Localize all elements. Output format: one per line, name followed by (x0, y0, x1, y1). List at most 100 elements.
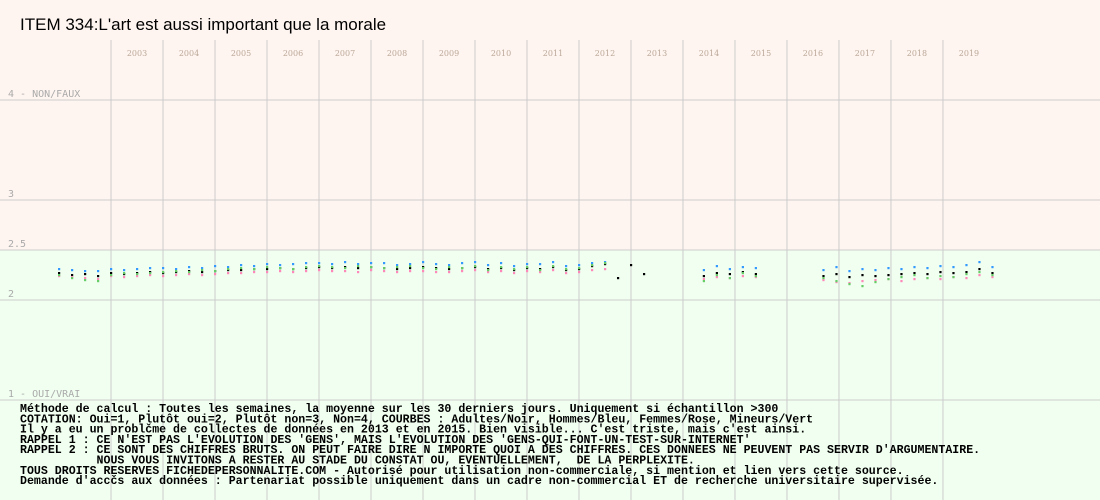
note-line: NOUS VOUS INVITONS A RESTER AU STADE DU … (20, 455, 695, 468)
point (525, 266, 529, 269)
x-tick-label: 2005 (231, 49, 251, 58)
point (357, 267, 360, 270)
point (136, 275, 139, 278)
point (460, 267, 464, 270)
point (97, 275, 100, 278)
x-tick-label: 2014 (699, 49, 719, 58)
notes: Méthode de calcul : Toutes les semaines,… (20, 403, 980, 488)
x-tick-label: 2011 (543, 49, 563, 58)
point (702, 278, 705, 281)
point (564, 272, 568, 275)
x-tick-label: 2007 (335, 49, 355, 58)
point (434, 271, 438, 274)
note-line: RAPPEL 2 : CE SONT DES CHIFFRES BRUTS. O… (20, 444, 980, 457)
point (978, 271, 981, 274)
point (395, 266, 399, 269)
point (331, 263, 334, 266)
point (188, 266, 191, 269)
point (486, 264, 490, 267)
point (84, 270, 87, 273)
point (926, 277, 929, 280)
point (900, 268, 903, 271)
point (926, 267, 929, 270)
point (175, 268, 178, 271)
point (305, 262, 308, 265)
point (331, 270, 334, 273)
point (123, 276, 126, 279)
point (952, 266, 955, 269)
point (835, 280, 838, 283)
point (266, 266, 269, 269)
point (331, 266, 334, 269)
point (939, 275, 942, 278)
chart-title: ITEM 334:L'art est aussi important que l… (20, 15, 386, 34)
point (715, 274, 718, 277)
point (214, 273, 217, 276)
x-tick-label: 2008 (387, 49, 407, 58)
point (162, 271, 165, 274)
point (754, 273, 757, 276)
point (642, 273, 646, 276)
point (525, 270, 529, 273)
point (978, 268, 981, 271)
x-tick-label: 2018 (907, 49, 927, 58)
point (110, 274, 113, 277)
point (162, 275, 165, 278)
point (728, 277, 731, 280)
point (538, 263, 542, 266)
point (616, 277, 620, 280)
point (214, 265, 217, 268)
point (939, 265, 942, 268)
point (512, 268, 516, 271)
point (58, 272, 61, 275)
y-tick-label: 4 - NON/FAUX (8, 89, 80, 100)
point (473, 261, 477, 264)
point (473, 269, 477, 272)
point (357, 263, 360, 266)
point (369, 269, 373, 272)
point (965, 271, 968, 274)
upper-band (0, 0, 1100, 250)
point (421, 267, 425, 270)
point (240, 272, 243, 275)
x-tick-label: 2019 (959, 49, 979, 58)
point (136, 268, 139, 271)
point (292, 263, 295, 266)
point (499, 270, 503, 273)
point (603, 268, 607, 271)
point (123, 269, 126, 272)
point (460, 270, 464, 273)
point (473, 265, 477, 268)
grid: 2003 2004 2005 2006 2007 2008 2009 2010 2011 2012… (0, 40, 1100, 500)
point (991, 276, 994, 279)
point (110, 268, 113, 271)
point (395, 268, 399, 271)
point (952, 276, 955, 279)
point (887, 267, 890, 270)
point (965, 273, 968, 276)
point (577, 267, 581, 270)
point (382, 270, 386, 273)
point (149, 267, 152, 270)
point (978, 261, 981, 264)
point (395, 264, 399, 267)
point (551, 261, 555, 264)
x-tick-label: 2012 (595, 49, 615, 58)
point (702, 275, 705, 278)
point (162, 267, 165, 270)
point (741, 275, 744, 278)
point (577, 264, 581, 267)
point (512, 272, 516, 275)
point (913, 272, 916, 275)
point (590, 262, 594, 265)
point (848, 276, 851, 279)
point (175, 270, 178, 273)
point (991, 266, 994, 269)
point (408, 270, 412, 273)
point (913, 274, 916, 277)
point (136, 273, 139, 276)
note-line: Il y a eu un problčme de collectes de do… (20, 424, 806, 437)
point (822, 279, 825, 282)
note-line: COTATION: Oui=1, Plutôt oui=2, Plutôt no… (20, 413, 813, 426)
point (861, 268, 864, 271)
